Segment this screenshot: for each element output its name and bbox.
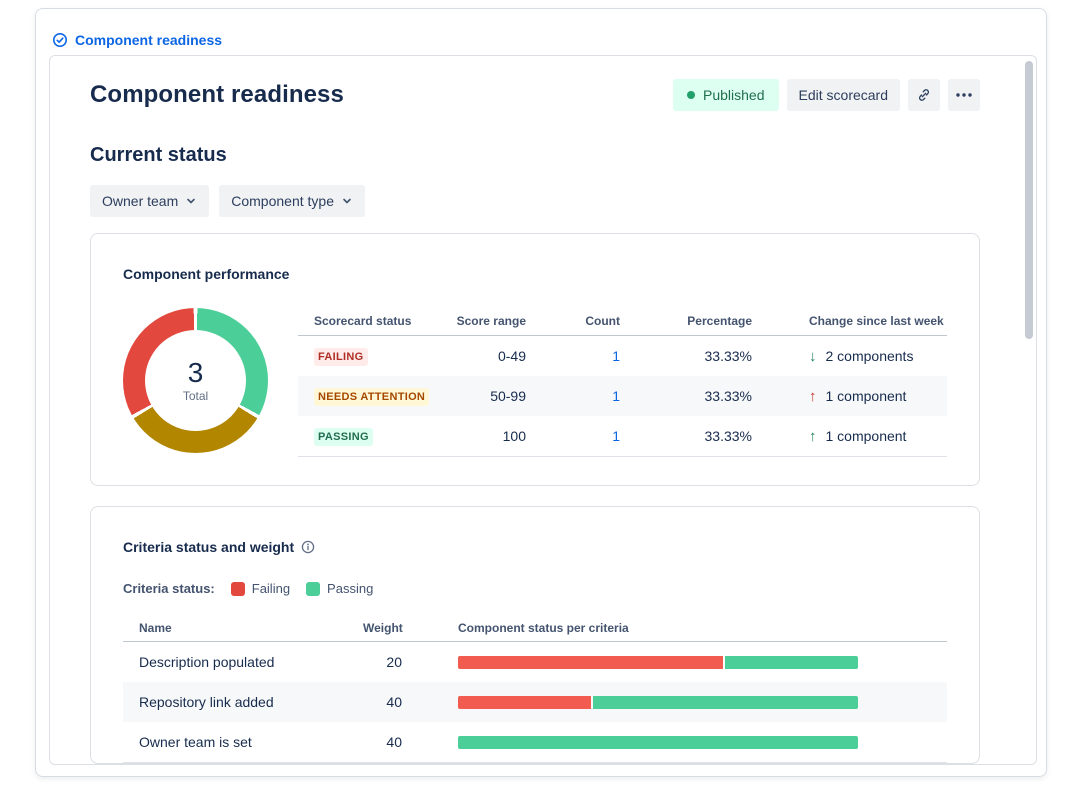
percentage-value: 33.33% xyxy=(704,388,752,404)
copy-link-button[interactable] xyxy=(908,79,940,111)
donut-chart: 3 Total xyxy=(123,308,268,453)
donut-total: 3 xyxy=(187,356,204,388)
table-row: NEEDS ATTENTION 50-99 1 33.33% ↑ 1 compo… xyxy=(298,376,947,416)
arrow-up-icon: ↑ xyxy=(809,387,817,405)
col-scorecard-status: Scorecard status xyxy=(314,313,412,328)
change-value: 2 components xyxy=(825,348,914,364)
donut-ring xyxy=(123,308,268,453)
score-range-value: 50-99 xyxy=(490,388,526,404)
criteria-card-title: Criteria status and weight xyxy=(123,539,295,555)
component-type-filter-label: Component type xyxy=(231,193,334,209)
component-type-filter[interactable]: Component type xyxy=(219,185,365,217)
info-icon[interactable] xyxy=(301,540,315,554)
col-count: Count xyxy=(585,313,620,328)
col-weight: Weight xyxy=(363,620,403,635)
scorecard-header: Component readiness Published Edit score… xyxy=(90,79,980,111)
donut-center: 3 Total xyxy=(123,308,268,453)
criteria-name: Repository link added xyxy=(139,694,274,710)
score-range-value: 100 xyxy=(502,428,526,444)
criteria-weight: 40 xyxy=(386,694,402,710)
criteria-row: Repository link added 40 xyxy=(123,682,947,722)
component-performance-card: Component performance 3 Total Scorecard … xyxy=(90,233,980,486)
percentage-value: 33.33% xyxy=(704,428,752,444)
col-percentage: Percentage xyxy=(687,313,752,328)
more-options-button[interactable] xyxy=(948,79,980,111)
status-bar xyxy=(458,695,858,709)
table-row: FAILING 0-49 1 33.33% ↓ 2 components xyxy=(298,336,947,376)
performance-table: Scorecard status Score range Count Perce… xyxy=(298,306,947,457)
criteria-legend: Criteria status: Failing Passing xyxy=(123,581,947,596)
criteria-name: Owner team is set xyxy=(139,734,252,750)
status-badge: NEEDS ATTENTION xyxy=(314,387,430,406)
passing-swatch-icon xyxy=(306,581,321,596)
donut-total-label: Total xyxy=(182,388,209,403)
published-status-badge: Published xyxy=(673,79,779,111)
change-value: 1 component xyxy=(825,428,907,444)
arrow-down-icon: ↓ xyxy=(809,347,817,365)
criteria-row: Description populated 20 xyxy=(123,642,947,682)
table-row: PASSING 100 1 33.33% ↑ 1 component xyxy=(298,416,947,456)
breadcrumb[interactable]: Component readiness xyxy=(36,9,1046,55)
scorecard-dialog: Component readiness Component readiness … xyxy=(35,8,1047,777)
scorecard-panel: Component readiness Published Edit score… xyxy=(49,55,1037,765)
header-controls: Published Edit scorecard xyxy=(673,79,980,111)
ellipsis-icon xyxy=(956,93,972,97)
col-status-per-criteria: Component status per criteria xyxy=(458,620,629,635)
chevron-down-icon xyxy=(341,195,353,207)
count-link[interactable]: 1 xyxy=(612,428,620,444)
criteria-table-header: Name Weight Component status per criteri… xyxy=(123,614,947,642)
legend-item-passing: Passing xyxy=(306,581,373,596)
legend-item-failing: Failing xyxy=(230,581,291,596)
criteria-name: Description populated xyxy=(139,654,275,670)
count-link[interactable]: 1 xyxy=(612,388,620,404)
scrollbar[interactable] xyxy=(1025,61,1033,339)
current-status-heading: Current status xyxy=(90,144,227,166)
change-value: 1 component xyxy=(825,388,907,404)
owner-team-filter-label: Owner team xyxy=(102,193,179,209)
criteria-card: Criteria status and weight Criteria stat… xyxy=(90,506,980,764)
criteria-table: Name Weight Component status per criteri… xyxy=(123,614,947,763)
criteria-weight: 20 xyxy=(386,654,402,670)
col-score-range: Score range xyxy=(456,313,526,328)
percentage-value: 33.33% xyxy=(704,348,752,364)
arrow-up-icon: ↑ xyxy=(809,427,817,445)
count-link[interactable]: 1 xyxy=(612,348,620,364)
published-label: Published xyxy=(703,87,765,103)
status-bar xyxy=(458,735,858,749)
filter-bar: Owner team Component type xyxy=(90,185,980,217)
breadcrumb-label[interactable]: Component readiness xyxy=(75,32,223,48)
page-title: Component readiness xyxy=(90,81,344,108)
criteria-row: Owner team is set 40 xyxy=(123,722,947,762)
col-change: Change since last week xyxy=(809,313,944,328)
col-name: Name xyxy=(139,620,172,635)
status-bar xyxy=(458,655,858,669)
link-icon xyxy=(916,87,932,103)
chevron-down-icon xyxy=(185,195,197,207)
performance-table-header: Scorecard status Score range Count Perce… xyxy=(298,306,947,336)
criteria-weight: 40 xyxy=(386,734,402,750)
published-dot-icon xyxy=(687,91,696,99)
scorecard-icon xyxy=(52,32,68,48)
score-range-value: 0-49 xyxy=(497,348,526,364)
failing-swatch-icon xyxy=(230,581,245,596)
status-badge: PASSING xyxy=(314,427,373,446)
owner-team-filter[interactable]: Owner team xyxy=(90,185,210,217)
legend-item-label: Failing xyxy=(251,581,291,596)
status-badge: FAILING xyxy=(314,347,368,366)
legend-label: Criteria status: xyxy=(123,581,215,596)
performance-card-title: Component performance xyxy=(123,266,290,282)
edit-scorecard-button[interactable]: Edit scorecard xyxy=(786,79,900,111)
legend-item-label: Passing xyxy=(327,581,374,596)
